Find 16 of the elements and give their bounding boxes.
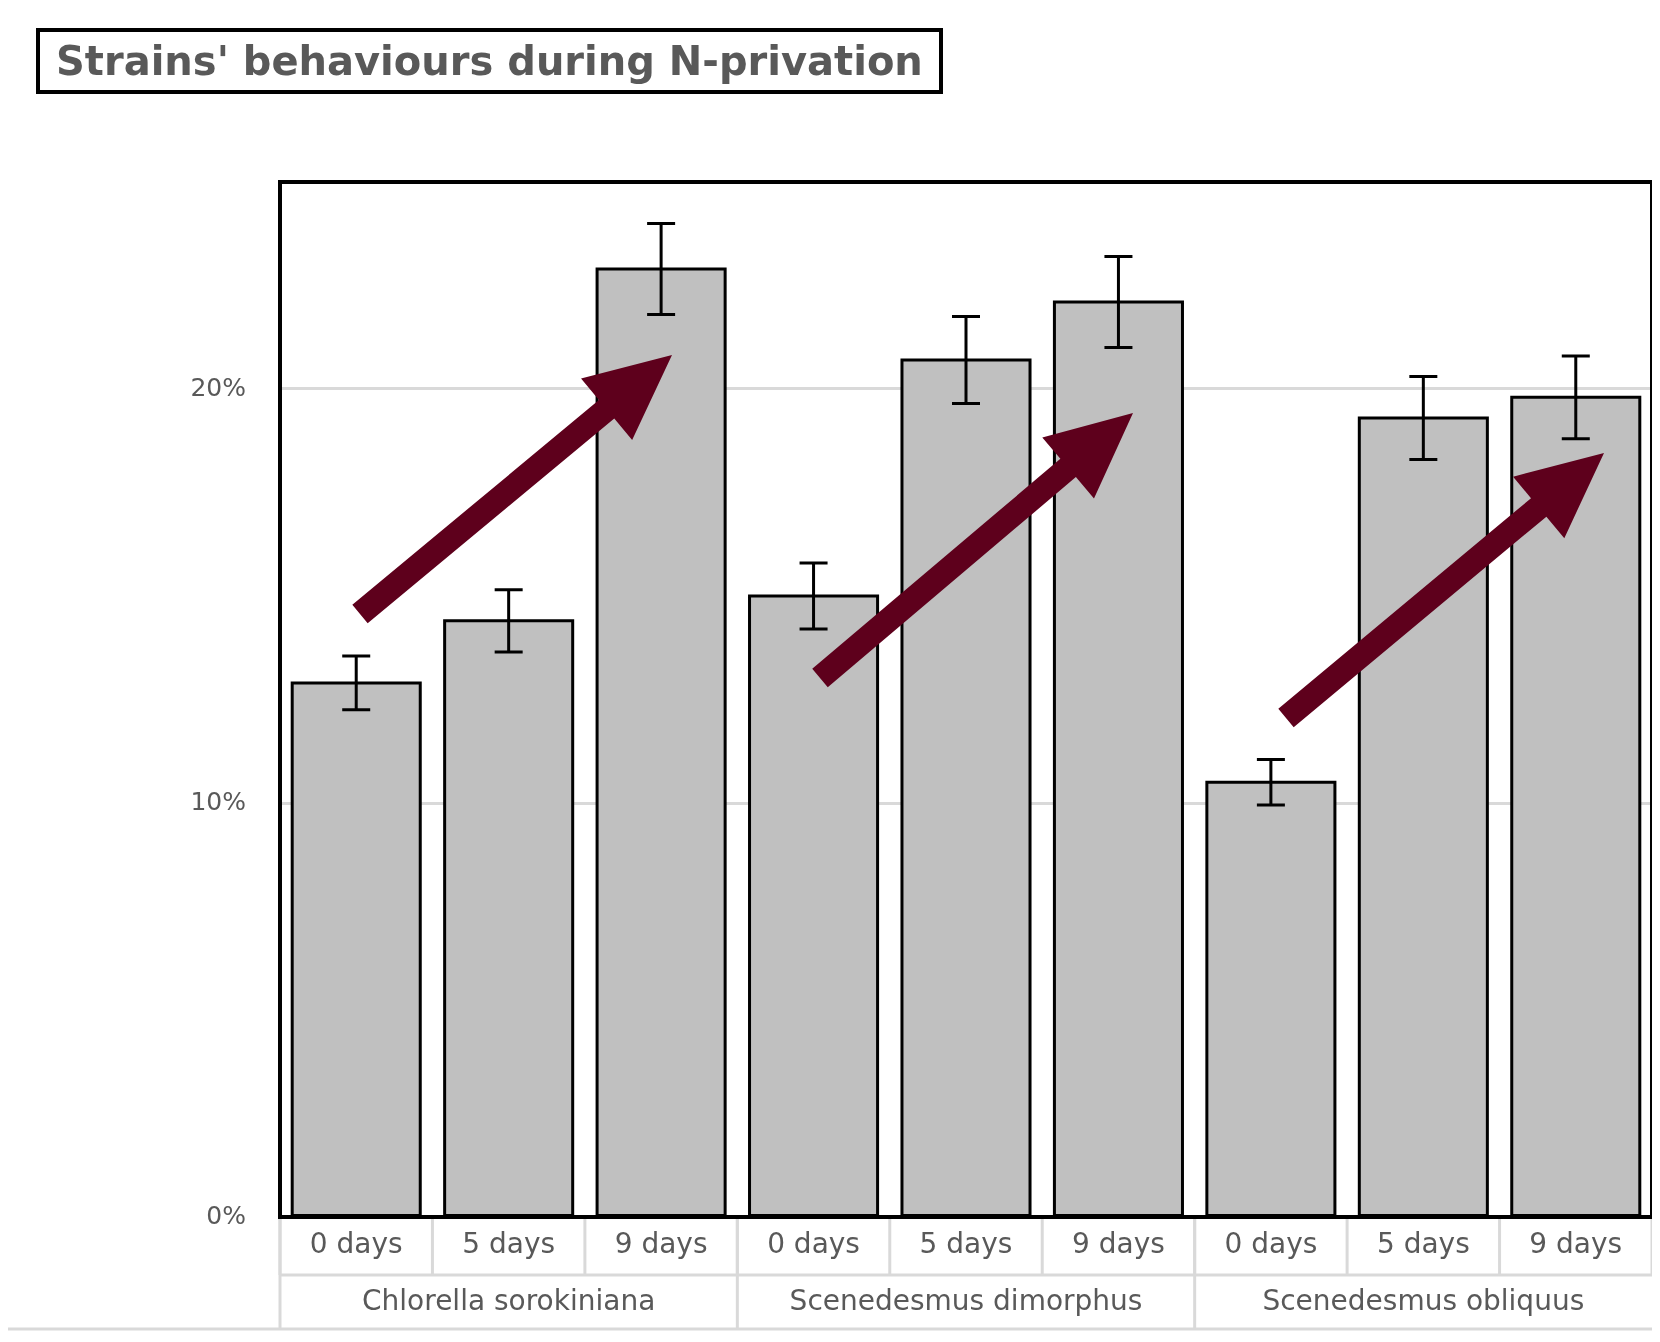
x-tick-label: 9 days [614,1227,708,1261]
x-tick-label: 5 days [462,1227,556,1261]
y-tick-label: 10% [190,786,246,816]
text: Scenedesmus dimorphus [789,1284,1143,1318]
x-tick-label: 0 days [767,1227,860,1261]
text: Chlorella sorokiniana [362,1284,656,1318]
x-tick-label: 5 days [919,1227,1013,1261]
x-tick-label: 0 days [1224,1227,1318,1261]
y-tick-label: 20% [190,372,246,402]
x-tick-label: 9 days [1072,1227,1165,1261]
x-tick-label: 9 days [1529,1227,1623,1261]
x-tick-label: 5 days [1376,1227,1470,1261]
chart-title: Strains' behaviours during N-privation [36,28,943,94]
x-tick-label: 0 days [309,1227,403,1261]
y-tick-label: 0% [206,1200,246,1230]
text: Scenedesmus obliquus [1262,1284,1585,1318]
